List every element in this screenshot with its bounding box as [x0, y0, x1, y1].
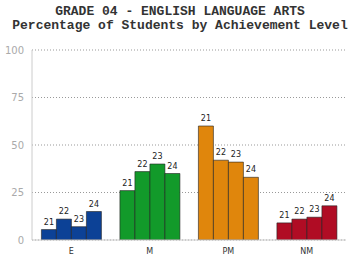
svg-text:23: 23 [309, 205, 319, 214]
svg-text:24: 24 [167, 162, 177, 171]
svg-text:PM: PM [222, 247, 234, 256]
svg-text:24: 24 [246, 165, 256, 174]
svg-text:100: 100 [8, 45, 24, 56]
svg-text:22: 22 [137, 160, 147, 169]
svg-text:NM: NM [300, 247, 313, 256]
svg-text:50: 50 [11, 140, 24, 151]
svg-text:M: M [146, 247, 153, 256]
svg-text:21: 21 [44, 218, 54, 227]
svg-text:23: 23 [231, 150, 241, 159]
svg-text:23: 23 [74, 215, 84, 224]
svg-text:24: 24 [89, 200, 99, 209]
svg-text:22: 22 [294, 207, 304, 216]
svg-text:0: 0 [18, 235, 24, 246]
svg-text:75: 75 [11, 92, 24, 103]
svg-text:22: 22 [216, 148, 226, 157]
svg-text:21: 21 [279, 211, 289, 220]
svg-text:22: 22 [59, 207, 69, 216]
svg-text:21: 21 [201, 114, 211, 123]
svg-text:E: E [69, 247, 74, 256]
html-text:Percentage of Students by Achi: Percentage of Students by Achievement Le… [12, 18, 348, 33]
svg-text:23: 23 [152, 152, 162, 161]
svg-text:24: 24 [324, 194, 334, 203]
svg-text:21: 21 [122, 179, 132, 188]
svg-text:25: 25 [11, 187, 24, 198]
html-text:GRADE 04 - ENGLISH LANGUAGE AR: GRADE 04 - ENGLISH LANGUAGE ARTS [55, 4, 305, 19]
